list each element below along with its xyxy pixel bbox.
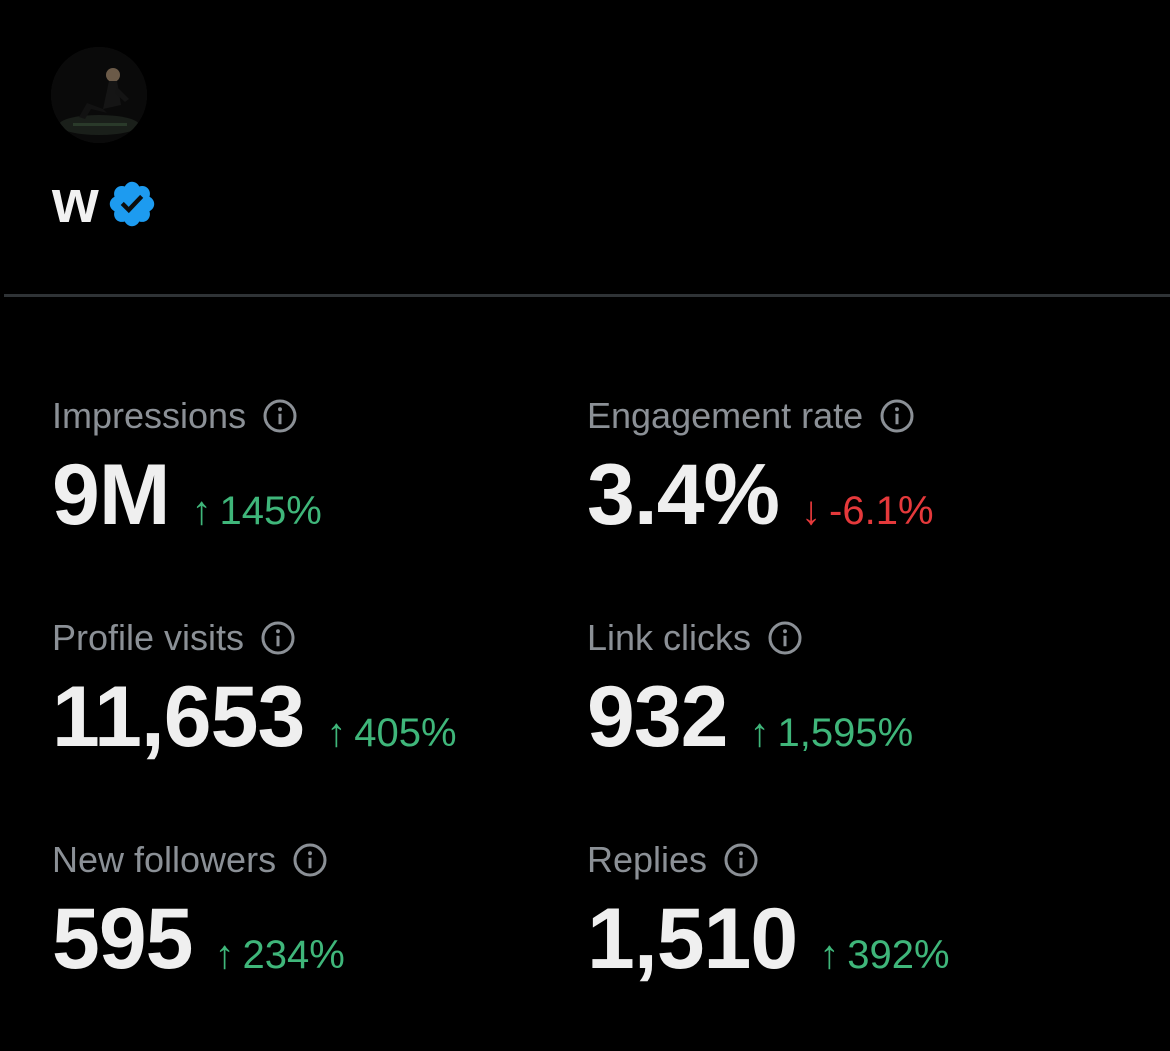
metric-impressions: Impressions 9M ↑ 145% — [52, 394, 572, 543]
display-name[interactable]: w — [52, 168, 99, 235]
change-percent: 392% — [847, 933, 950, 977]
change-percent: -6.1% — [829, 489, 934, 533]
metric-change: ↑ 392% — [819, 935, 949, 975]
verified-badge-icon[interactable] — [106, 178, 158, 230]
metric-value: 1,510 — [587, 891, 798, 987]
profile-name-row: w — [52, 170, 158, 234]
metric-label: New followers — [52, 839, 277, 880]
metric-label: Engagement rate — [587, 395, 864, 436]
metric-change: ↑ 234% — [215, 935, 345, 975]
metric-link-clicks: Link clicks 932 ↑ 1,595% — [587, 616, 1107, 765]
metric-value: 11,653 — [52, 669, 305, 765]
metric-label: Replies — [587, 839, 708, 880]
metric-change: ↑ 405% — [326, 713, 456, 753]
info-icon[interactable] — [262, 398, 298, 434]
arrow-down-icon: ↓ — [801, 489, 822, 533]
metric-value: 932 — [587, 669, 728, 765]
info-icon[interactable] — [723, 842, 759, 878]
metric-label: Impressions — [52, 395, 247, 436]
metric-value: 9M — [52, 447, 170, 543]
arrow-up-icon: ↑ — [326, 711, 347, 755]
arrow-up-icon: ↑ — [191, 489, 212, 533]
info-icon[interactable] — [767, 620, 803, 656]
change-percent: 1,595% — [777, 711, 914, 755]
change-percent: 145% — [219, 489, 322, 533]
metric-value: 595 — [52, 891, 193, 987]
divider — [4, 294, 1170, 297]
arrow-up-icon: ↑ — [819, 933, 840, 977]
metric-change: ↓ -6.1% — [801, 491, 934, 531]
arrow-up-icon: ↑ — [214, 933, 235, 977]
info-icon[interactable] — [260, 620, 296, 656]
change-percent: 234% — [242, 933, 345, 977]
metric-label: Link clicks — [587, 617, 752, 658]
metric-value: 3.4% — [587, 447, 780, 543]
info-icon[interactable] — [879, 398, 915, 434]
metric-engagement-rate: Engagement rate 3.4% ↓ -6.1% — [587, 394, 1107, 543]
metric-change: ↑ 1,595% — [750, 713, 914, 753]
metric-profile-visits: Profile visits 11,653 ↑ 405% — [52, 616, 572, 765]
metric-replies: Replies 1,510 ↑ 392% — [587, 838, 1107, 987]
metric-new-followers: New followers 595 ↑ 234% — [52, 838, 572, 987]
avatar[interactable] — [51, 47, 147, 143]
arrow-up-icon: ↑ — [749, 711, 770, 755]
change-percent: 405% — [354, 711, 457, 755]
metric-change: ↑ 145% — [191, 491, 321, 531]
info-icon[interactable] — [292, 842, 328, 878]
profile-photo — [51, 47, 147, 143]
metric-label: Profile visits — [52, 617, 245, 658]
